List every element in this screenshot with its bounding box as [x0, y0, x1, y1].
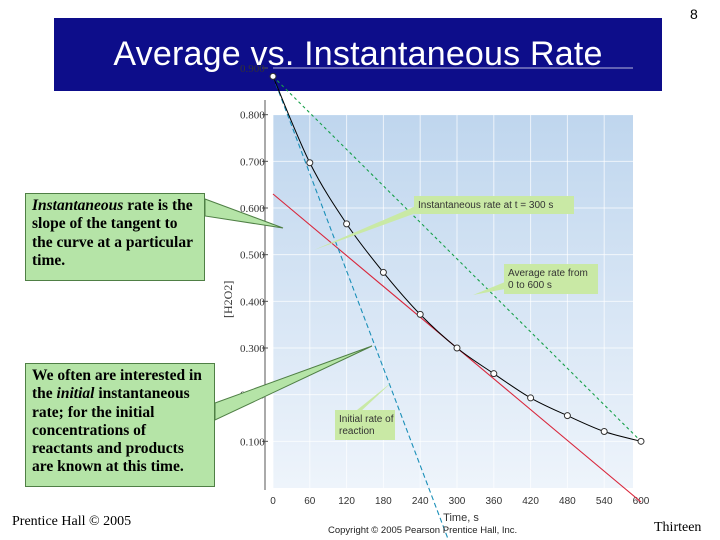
slide-number: 8 — [690, 6, 698, 22]
annotation-box — [335, 410, 395, 440]
data-point — [343, 220, 351, 228]
average-rate-line — [272, 76, 642, 442]
x-tick-label: 420 — [522, 496, 539, 507]
y-tick-label: 0.700 — [240, 156, 265, 168]
label-pointer — [473, 282, 505, 295]
data-point — [306, 159, 314, 167]
initial-tangent-line — [272, 76, 450, 540]
data-point — [453, 344, 461, 352]
x-tick-label: 240 — [412, 496, 429, 507]
annotation-box — [504, 264, 598, 294]
callout-pointer — [214, 345, 373, 421]
x-tick-label: 300 — [449, 496, 466, 507]
y-tick-label: 0.800 — [240, 110, 265, 122]
x-tick-label: 180 — [375, 496, 392, 507]
x-tick-label: 480 — [559, 496, 576, 507]
footer-page-word: Thirteen — [654, 520, 702, 535]
x-tick-label: 0 — [270, 496, 276, 507]
annotation-label: Initial rate of — [339, 414, 394, 425]
callout-text: rate is the slope of the tangent to the … — [32, 197, 193, 269]
data-point — [600, 428, 608, 436]
x-tick-label: 120 — [338, 496, 355, 507]
callout-pointer — [204, 198, 284, 229]
data-point — [379, 268, 387, 276]
callout-italic-lead: Instantaneous — [32, 197, 124, 214]
footer-publisher: Prentice Hall © 2005 — [12, 514, 132, 529]
x-tick-label: 60 — [304, 496, 316, 507]
callout-italic-initial: initial — [56, 385, 95, 403]
annotation-box — [414, 196, 574, 214]
copyright-notice: Copyright © 2005 Pearson Prentice Hall, … — [328, 525, 518, 536]
annotation-label: Average rate from — [508, 268, 588, 279]
instantaneous-rate-callout: Instantaneous rate is the slope of the t… — [25, 193, 205, 281]
data-point — [563, 412, 571, 420]
data-point — [490, 370, 498, 378]
y-tick-label: 0.100 — [240, 436, 265, 448]
data-point — [527, 394, 535, 402]
label-pointer — [314, 206, 416, 250]
annotation-label: Instantaneous rate at t = 300 s — [418, 200, 553, 211]
x-axis-label: Time, s — [443, 512, 479, 524]
x-tick-label: 540 — [596, 496, 613, 507]
data-point — [637, 437, 645, 445]
data-point — [269, 72, 277, 80]
title-bar: Average vs. Instantaneous Rate — [54, 18, 662, 91]
callout-text-part1: We often are interested in the — [32, 367, 202, 403]
slide-title: Average vs. Instantaneous Rate — [113, 35, 603, 73]
label-pointer — [352, 382, 392, 414]
y-tick-label: 0.300 — [240, 343, 265, 355]
annotation-label: reaction — [339, 426, 375, 437]
annotation-label: 0 to 600 s — [508, 280, 552, 291]
y-tick-label: 0.500 — [240, 250, 265, 262]
x-tick-label: 360 — [485, 496, 502, 507]
y-axis-label: [H2O2] — [221, 281, 235, 318]
y-tick-label: 0.400 — [240, 296, 265, 308]
data-point — [416, 310, 424, 318]
y-tick-label: 0.900 — [240, 63, 265, 75]
initial-rate-callout: We often are interested in the initial i… — [25, 363, 215, 487]
callout-text-part2: instantaneous rate; for the initial conc… — [32, 385, 190, 476]
y-tick-label: 0.600 — [240, 203, 265, 215]
